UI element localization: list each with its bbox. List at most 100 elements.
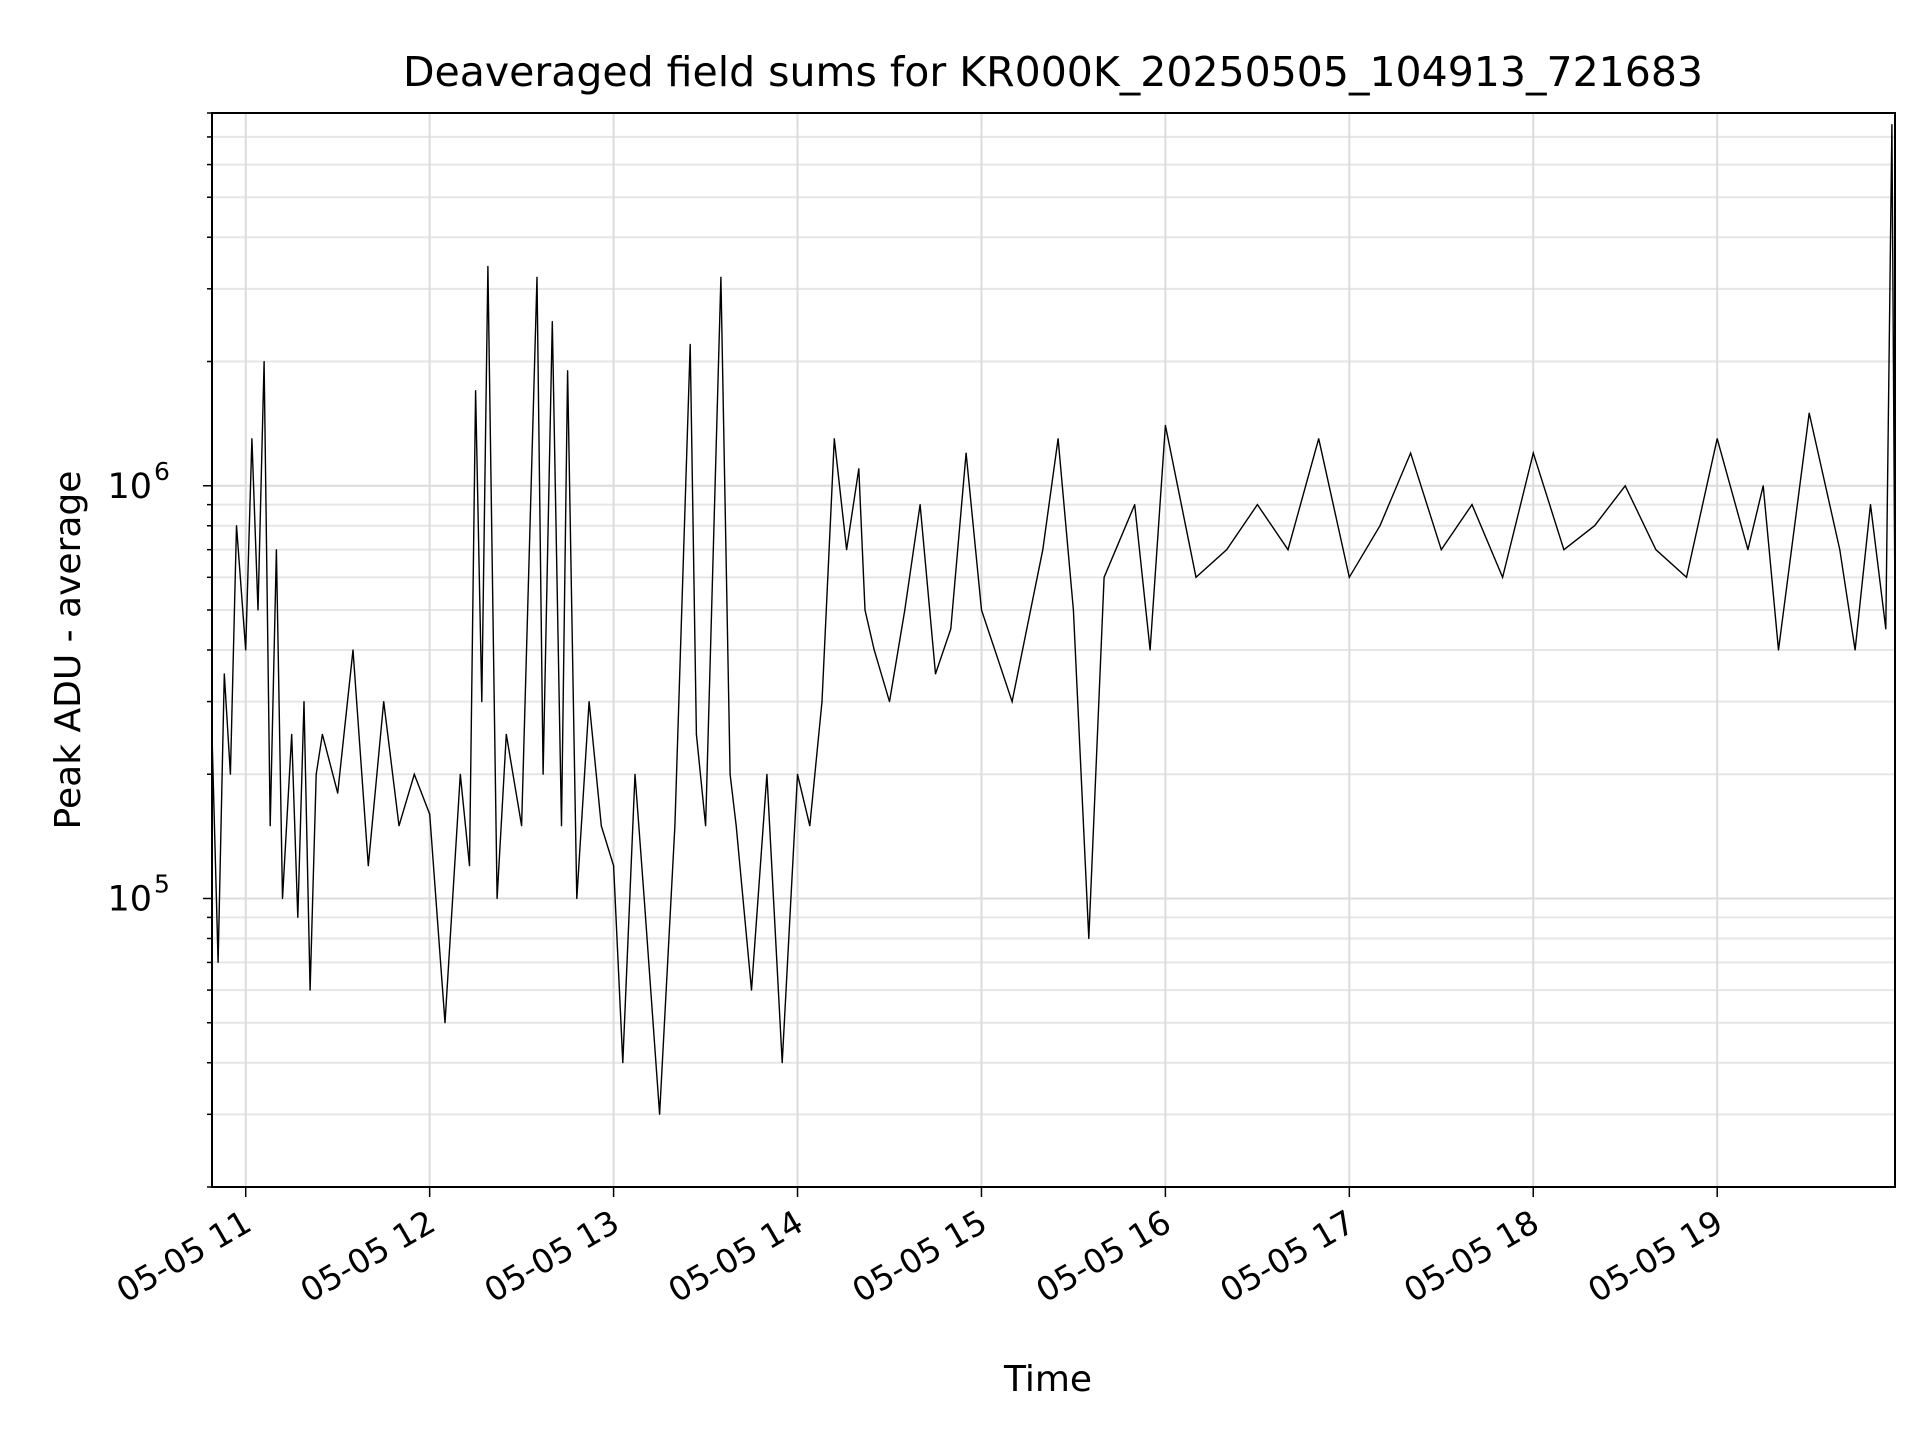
series-layer xyxy=(211,124,1896,1115)
data-point xyxy=(1762,485,1764,487)
data-point xyxy=(720,276,722,278)
data-point xyxy=(695,733,698,735)
data-point xyxy=(551,320,553,323)
data-point xyxy=(1716,438,1718,440)
data-point xyxy=(309,989,311,991)
data-point xyxy=(965,452,967,454)
data-point xyxy=(1287,549,1289,551)
data-point xyxy=(919,504,921,506)
data-point xyxy=(223,673,225,675)
data-point xyxy=(297,916,299,919)
data-point xyxy=(459,773,461,775)
data-point xyxy=(217,961,219,964)
data-point xyxy=(576,897,578,900)
data-point xyxy=(505,733,507,735)
data-point xyxy=(269,825,271,827)
data-point xyxy=(398,825,400,827)
data-point xyxy=(1149,649,1151,651)
data-point xyxy=(873,649,875,651)
data-point xyxy=(1502,576,1504,578)
data-point xyxy=(567,370,569,372)
data-point xyxy=(1042,549,1044,551)
data-point xyxy=(245,649,247,651)
data-point xyxy=(444,1022,446,1024)
data-point xyxy=(980,609,983,611)
data-point xyxy=(659,1113,661,1115)
data-point xyxy=(383,701,385,703)
data-point xyxy=(1057,438,1059,440)
data-point xyxy=(337,792,339,794)
data-point xyxy=(600,825,602,827)
data-point xyxy=(303,701,305,703)
data-point xyxy=(634,773,636,775)
data-point xyxy=(689,343,691,345)
data-point xyxy=(487,265,489,267)
data-point xyxy=(735,825,737,827)
data-point xyxy=(1011,701,1013,703)
data-point xyxy=(1563,549,1565,551)
data-point xyxy=(904,609,906,611)
grid xyxy=(212,112,1895,1188)
data-point xyxy=(809,825,811,827)
data-point xyxy=(1134,504,1136,506)
data-point xyxy=(1471,504,1473,506)
data-point xyxy=(1072,609,1074,611)
data-point xyxy=(674,825,676,827)
data-point xyxy=(251,438,253,440)
data-point xyxy=(846,549,848,551)
data-point xyxy=(1195,576,1197,578)
data-point xyxy=(750,989,753,991)
data-point xyxy=(413,773,415,775)
data-point xyxy=(560,825,563,827)
y-tick-exponent: 6 xyxy=(154,457,170,486)
data-point xyxy=(367,865,369,867)
data-point xyxy=(888,701,891,703)
data-point xyxy=(1164,424,1166,426)
data-point xyxy=(613,865,615,867)
data-point xyxy=(729,773,731,775)
y-axis-label: Peak ADU - average xyxy=(48,471,89,830)
data-point xyxy=(468,865,471,867)
data-point xyxy=(1103,576,1105,578)
data-point xyxy=(1777,649,1780,651)
data-point xyxy=(1348,576,1350,578)
data-point xyxy=(1747,549,1749,551)
data-point xyxy=(781,1062,783,1064)
chart-title: Deaveraged field sums for KR000K_2025050… xyxy=(403,48,1703,96)
data-point xyxy=(858,468,860,470)
data-point xyxy=(321,733,323,735)
data-point xyxy=(796,773,799,775)
data-point xyxy=(229,773,231,775)
data-point xyxy=(475,390,477,392)
y-tick-label: 10 xyxy=(107,880,152,920)
data-point xyxy=(643,897,645,900)
data-point xyxy=(1594,525,1596,527)
data-point xyxy=(481,701,483,703)
data-point xyxy=(1088,937,1090,940)
data-point xyxy=(263,360,265,363)
data-point xyxy=(352,649,354,651)
data-point xyxy=(1624,485,1626,487)
data-point xyxy=(429,813,431,815)
data-point xyxy=(496,897,498,900)
data-point xyxy=(1839,549,1841,551)
data-point xyxy=(1891,124,1893,126)
data-point xyxy=(1226,549,1228,551)
data-point xyxy=(257,609,259,611)
data-point xyxy=(864,609,866,611)
data-point xyxy=(1854,649,1856,651)
data-point xyxy=(1808,412,1810,414)
data-point xyxy=(1256,504,1258,506)
data-point xyxy=(1885,628,1887,630)
data-point xyxy=(1532,452,1534,454)
data-point xyxy=(833,438,835,440)
data-point xyxy=(1379,525,1381,527)
data-point xyxy=(235,525,238,527)
data-point xyxy=(1685,576,1688,578)
data-point xyxy=(542,773,544,775)
data-point xyxy=(950,628,952,630)
x-axis-label: Time xyxy=(1003,1359,1092,1400)
data-point xyxy=(315,773,317,775)
